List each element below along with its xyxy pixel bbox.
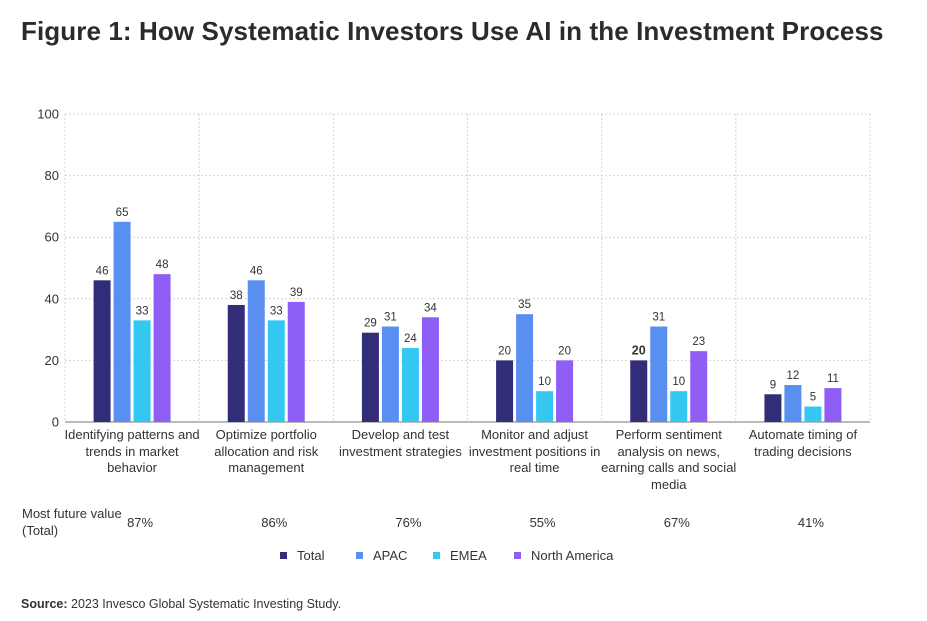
data-label: 20 bbox=[558, 345, 571, 357]
data-label: 24 bbox=[404, 333, 417, 345]
data-label: 34 bbox=[424, 302, 437, 314]
bar bbox=[287, 301, 305, 422]
bar bbox=[824, 388, 842, 422]
data-label: 46 bbox=[96, 265, 109, 277]
bar bbox=[381, 326, 399, 422]
bar bbox=[247, 280, 265, 422]
legend-label: North America bbox=[531, 548, 614, 563]
bar bbox=[93, 280, 111, 422]
most-future-value: 76% bbox=[395, 515, 422, 530]
bar bbox=[496, 360, 514, 422]
data-label: 65 bbox=[116, 207, 129, 219]
category-label: Optimize portfolio allocation and risk m… bbox=[214, 427, 319, 475]
bar bbox=[650, 326, 668, 422]
bar bbox=[516, 314, 534, 422]
data-label: 33 bbox=[270, 305, 283, 317]
most-future-value: 86% bbox=[261, 515, 288, 530]
data-label: 23 bbox=[692, 336, 705, 348]
legend-label: EMEA bbox=[450, 548, 487, 563]
bar bbox=[556, 360, 574, 422]
legend-swatch bbox=[356, 552, 363, 559]
bar bbox=[764, 394, 782, 422]
y-tick-label: 60 bbox=[45, 230, 59, 245]
bar bbox=[361, 332, 379, 422]
bar bbox=[267, 320, 285, 422]
legend-swatch bbox=[280, 552, 287, 559]
source-text: 2023 Invesco Global Systematic Investing… bbox=[71, 597, 342, 611]
data-label: 31 bbox=[652, 312, 665, 324]
legend-label: APAC bbox=[373, 548, 408, 563]
legend-item: EMEA bbox=[433, 548, 487, 563]
legend-swatch bbox=[514, 552, 521, 559]
legend-item: APAC bbox=[356, 548, 407, 563]
bar bbox=[804, 406, 822, 422]
y-tick-label: 0 bbox=[52, 415, 59, 430]
data-label: 39 bbox=[290, 287, 303, 299]
source-label: Source: bbox=[21, 597, 68, 611]
data-label: 29 bbox=[364, 318, 377, 330]
bar bbox=[690, 351, 708, 422]
bar bbox=[153, 274, 171, 422]
category-label: Perform sentiment analysis on news, earn… bbox=[601, 427, 737, 492]
bar bbox=[670, 391, 688, 422]
legend-label: Total bbox=[297, 548, 325, 563]
category-label: Monitor and adjust investment positions … bbox=[468, 427, 601, 475]
bar bbox=[784, 385, 802, 422]
source-note: Source: 2023 Invesco Global Systematic I… bbox=[21, 597, 341, 611]
data-label: 35 bbox=[518, 299, 531, 311]
data-label: 48 bbox=[156, 259, 169, 271]
category-label: Identifying patterns and trends in marke… bbox=[64, 427, 200, 475]
category-label: Develop and test investment strategies bbox=[338, 427, 462, 459]
data-label: 33 bbox=[136, 305, 149, 317]
category-label: Automate timing of trading decisions bbox=[748, 427, 858, 459]
data-label: 9 bbox=[770, 379, 776, 391]
y-tick-label: 100 bbox=[37, 107, 59, 122]
y-tick-label: 80 bbox=[45, 168, 59, 183]
y-tick-label: 20 bbox=[45, 353, 59, 368]
data-label: 10 bbox=[672, 376, 685, 388]
data-label: 38 bbox=[230, 290, 243, 302]
data-label: 20 bbox=[632, 343, 646, 357]
bar bbox=[401, 348, 419, 422]
data-label: 5 bbox=[810, 392, 816, 404]
legend: Total APAC EMEA North America bbox=[0, 548, 927, 568]
legend-item: Total bbox=[280, 548, 324, 563]
bar bbox=[227, 304, 245, 422]
most-future-value: 67% bbox=[663, 515, 690, 530]
chart-title: Figure 1: How Systematic Investors Use A… bbox=[21, 16, 884, 46]
bar bbox=[630, 360, 648, 422]
data-label: 10 bbox=[538, 376, 551, 388]
data-label: 46 bbox=[250, 265, 263, 277]
bar bbox=[536, 391, 554, 422]
data-label: 20 bbox=[498, 345, 511, 357]
most-future-value: 55% bbox=[529, 515, 556, 530]
most-future-value: 41% bbox=[797, 515, 824, 530]
data-label: 11 bbox=[827, 373, 839, 385]
y-tick-label: 40 bbox=[45, 291, 59, 306]
bar bbox=[133, 320, 151, 422]
most-future-value: 87% bbox=[127, 515, 154, 530]
bar bbox=[421, 317, 439, 422]
data-label: 12 bbox=[787, 370, 800, 382]
bar bbox=[113, 221, 131, 422]
legend-item: North America bbox=[514, 548, 613, 563]
most-future-value-label: Most future value (Total) bbox=[22, 506, 122, 538]
legend-swatch bbox=[433, 552, 440, 559]
data-label: 31 bbox=[384, 312, 397, 324]
